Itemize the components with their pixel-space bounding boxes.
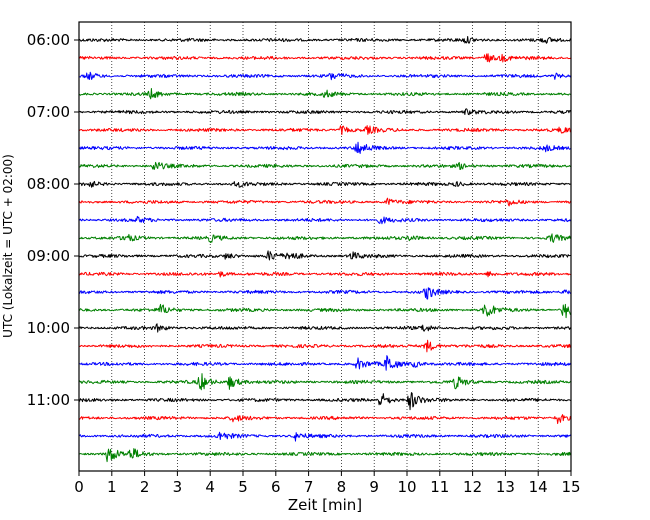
trace-row-13 <box>78 250 572 261</box>
trace-row-20 <box>78 373 572 391</box>
x-tick-label-5: 5 <box>238 478 248 496</box>
trace-row-14 <box>78 271 572 278</box>
trace-row-18 <box>78 339 572 353</box>
trace-row-23 <box>78 431 572 442</box>
x-tick-label-14: 14 <box>529 478 548 496</box>
x-tick-label-3: 3 <box>173 478 183 496</box>
trace-row-21 <box>78 392 572 411</box>
y-tick-label-08:00: 08:00 <box>27 175 70 193</box>
trace-row-6 <box>78 125 572 136</box>
trace-row-15 <box>78 287 572 300</box>
y-axis-label: UTC (Lokalzeit = UTC + 02:00) <box>1 154 15 338</box>
seismic-traces <box>78 35 572 463</box>
trace-row-1 <box>78 35 572 44</box>
y-axis-ticks: 06:00 07:00 08:00 09:00 10:00 11:00 <box>27 31 79 409</box>
trace-row-10 <box>78 197 572 207</box>
trace-row-19 <box>78 355 572 371</box>
x-tick-label-0: 0 <box>74 478 84 496</box>
trace-row-24 <box>78 448 572 463</box>
trace-row-4 <box>78 88 572 100</box>
trace-row-11 <box>78 215 572 225</box>
trace-row-7 <box>78 141 572 154</box>
y-tick-label-09:00: 09:00 <box>27 247 70 265</box>
x-tick-label-13: 13 <box>496 478 515 496</box>
x-tick-label-4: 4 <box>205 478 215 496</box>
x-tick-label-8: 8 <box>337 478 347 496</box>
x-tick-label-11: 11 <box>430 478 449 496</box>
x-axis-label: Zeit [min] <box>288 496 362 514</box>
trace-row-22 <box>78 414 572 425</box>
trace-row-8 <box>78 161 572 171</box>
trace-row-5 <box>78 108 572 116</box>
x-tick-label-7: 7 <box>304 478 314 496</box>
x-tick-label-1: 1 <box>107 478 117 496</box>
x-tick-label-12: 12 <box>463 478 482 496</box>
trace-row-16 <box>78 303 572 319</box>
y-tick-label-11:00: 11:00 <box>27 391 70 409</box>
x-tick-label-6: 6 <box>271 478 281 496</box>
x-axis-ticks: 0 1 2 3 4 5 6 7 8 9 10 11 12 13 14 15 <box>74 471 581 496</box>
trace-row-3 <box>78 71 572 81</box>
x-tick-label-15: 15 <box>561 478 580 496</box>
x-tick-label-2: 2 <box>140 478 150 496</box>
y-tick-label-06:00: 06:00 <box>27 31 70 49</box>
trace-row-2 <box>78 53 572 63</box>
y-tick-label-07:00: 07:00 <box>27 103 70 121</box>
trace-row-12 <box>78 233 572 244</box>
vertical-grid <box>111 22 539 471</box>
trace-row-9 <box>78 180 572 188</box>
y-tick-label-10:00: 10:00 <box>27 319 70 337</box>
x-tick-label-9: 9 <box>369 478 379 496</box>
plot-frame <box>78 21 572 472</box>
trace-row-17 <box>78 323 572 333</box>
x-tick-label-10: 10 <box>397 478 416 496</box>
